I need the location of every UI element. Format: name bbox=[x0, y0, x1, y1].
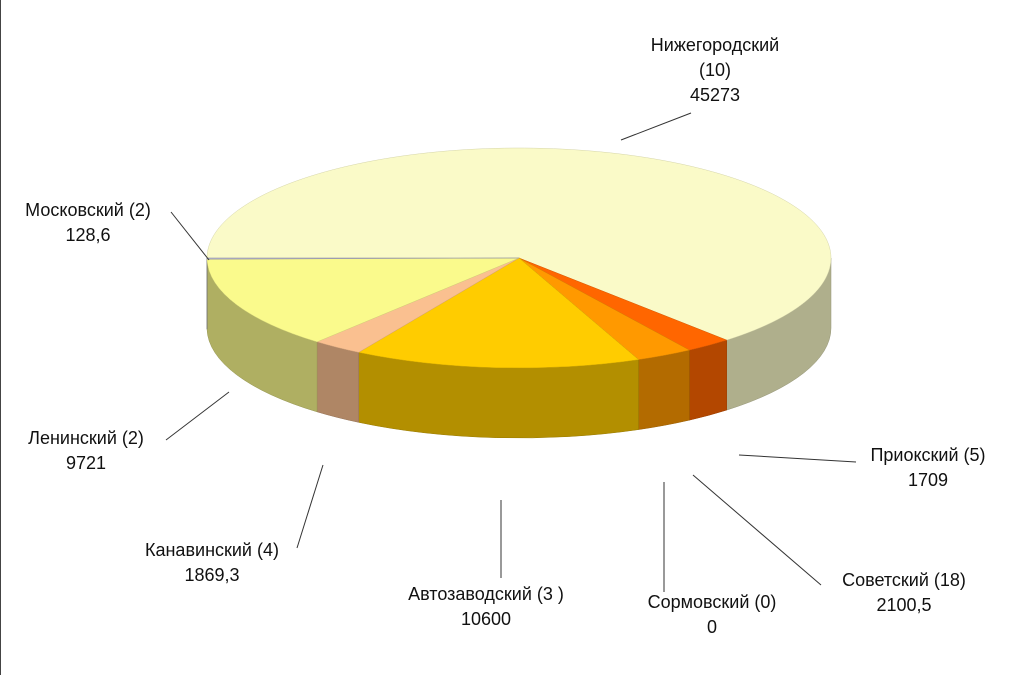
value-label: 0 bbox=[706, 617, 718, 637]
slice-side bbox=[689, 339, 727, 421]
slice bbox=[206, 257, 520, 343]
value-label: 9721 bbox=[65, 453, 107, 473]
value-label: 10600 bbox=[460, 609, 512, 629]
slice bbox=[358, 257, 640, 369]
leader-line bbox=[170, 211, 210, 261]
category-label: Канавинский (4) bbox=[145, 540, 279, 560]
value-label: 1869,3 bbox=[184, 565, 240, 585]
value-label: 128,6 bbox=[65, 225, 111, 245]
slice-side bbox=[638, 349, 690, 430]
leader-line bbox=[620, 112, 692, 141]
value-label: 2100,5 bbox=[876, 595, 932, 615]
category-label: Советский (18) bbox=[842, 570, 966, 590]
slice-side bbox=[316, 341, 359, 423]
data-label: Сормовский (0) 0 bbox=[648, 590, 777, 640]
data-label: Нижегородский (10) 45273 bbox=[645, 33, 785, 108]
leader-line bbox=[296, 464, 324, 549]
data-label: Канавинский (4) 1869,3 bbox=[145, 538, 279, 588]
category-label: Ленинский (2) bbox=[28, 428, 144, 448]
category-label: Автозаводский (3 ) bbox=[408, 584, 564, 604]
data-label: Ленинский (2) 9721 bbox=[28, 426, 144, 476]
data-label: Автозаводский (3 ) 10600 bbox=[408, 582, 564, 632]
category-label: Московский (2) bbox=[25, 200, 151, 220]
slice bbox=[206, 147, 832, 341]
value-label: 1709 bbox=[907, 470, 949, 490]
data-label: Приокский (5) 1709 bbox=[870, 443, 985, 493]
value-label: 45273 bbox=[689, 85, 741, 105]
category-label: Нижегородский (10) bbox=[650, 35, 780, 80]
leader-line bbox=[738, 454, 857, 463]
category-label: Приокский (5) bbox=[870, 445, 986, 465]
data-label: Советский (18) 2100,5 bbox=[842, 568, 966, 618]
category-label: Сормовский (0) bbox=[647, 592, 777, 612]
leader-line bbox=[165, 391, 230, 441]
leader-line bbox=[692, 474, 822, 586]
data-label: Московский (2) 128,6 bbox=[25, 198, 151, 248]
